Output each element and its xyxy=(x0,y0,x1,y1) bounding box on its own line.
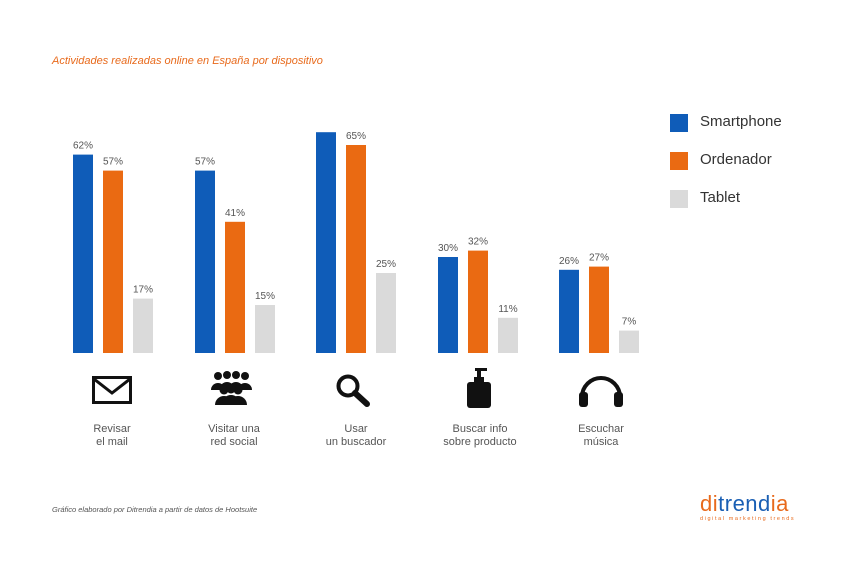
logo-part: trend xyxy=(718,491,771,516)
logo-tagline: digital marketing trends xyxy=(700,516,796,522)
category-label-line1: Revisar xyxy=(93,423,131,435)
category-label-line2: sobre producto xyxy=(443,436,517,448)
legend-swatch-ordenador xyxy=(670,152,688,170)
category-label-search: Usar un buscador xyxy=(296,423,416,449)
value-label-ordenador-social: 41% xyxy=(225,208,245,219)
value-label-ordenador-product: 32% xyxy=(468,237,488,248)
category-label-product: Buscar info sobre producto xyxy=(420,423,540,449)
category-label-line1: Usar xyxy=(344,423,368,435)
category-label-line1: Escuchar xyxy=(578,423,624,435)
bar-ordenador-social xyxy=(225,221,245,353)
category-label-mail: Revisar el mail xyxy=(52,423,172,449)
ditrendia-logo: ditrendia digital marketing trends xyxy=(700,493,796,523)
search-icon xyxy=(336,374,370,407)
value-label-smartphone-social: 57% xyxy=(195,157,215,168)
bar-smartphone-search xyxy=(316,132,336,353)
value-label-ordenador-mail: 57% xyxy=(103,157,123,168)
category-label-line2: un buscador xyxy=(325,436,387,448)
category-label-music: Escuchar música xyxy=(541,423,661,449)
bar-ordenador-product xyxy=(468,250,488,353)
category-label-line1: Buscar info xyxy=(452,423,508,435)
value-label-ordenador-music: 27% xyxy=(589,253,609,264)
bar-tablet-music xyxy=(619,330,639,353)
chart-title: Actividades realizadas online en España … xyxy=(52,55,323,67)
legend-swatch-tablet xyxy=(670,190,688,208)
legend-label-ordenador: Ordenador xyxy=(700,151,772,168)
bar-ordenador-mail xyxy=(103,170,123,353)
value-label-tablet-mail: 17% xyxy=(133,285,153,296)
bar-smartphone-product xyxy=(438,257,458,353)
value-label-tablet-product: 11% xyxy=(498,304,517,315)
bar-smartphone-mail xyxy=(73,154,93,353)
bar-ordenador-music xyxy=(589,266,609,353)
value-label-smartphone-product: 30% xyxy=(438,243,458,254)
value-label-smartphone-mail: 62% xyxy=(73,141,93,152)
bar-tablet-product xyxy=(498,317,518,353)
legend-label-tablet: Tablet xyxy=(700,189,741,206)
legend-swatch-smartphone xyxy=(670,114,688,132)
bar-smartphone-music xyxy=(559,269,579,353)
category-label-social: Visitar una red social xyxy=(174,423,294,449)
value-label-tablet-music: 7% xyxy=(622,317,637,328)
headphones-icon xyxy=(579,376,623,407)
bar-ordenador-search xyxy=(346,145,366,353)
category-label-line2: el mail xyxy=(96,436,128,448)
bar-tablet-mail xyxy=(133,298,153,353)
bar-tablet-social xyxy=(255,305,275,353)
source-footnote: Gráfico elaborado por Ditrendia a partir… xyxy=(52,505,258,514)
bar-tablet-search xyxy=(376,273,396,353)
category-label-line2: música xyxy=(583,436,619,448)
legend-label-smartphone: Smartphone xyxy=(700,113,782,130)
mail-icon xyxy=(92,376,132,404)
value-label-tablet-search: 25% xyxy=(376,259,396,270)
value-label-smartphone-music: 26% xyxy=(559,256,579,267)
logo-wordmark: ditrendia xyxy=(700,493,795,515)
logo-part: di xyxy=(700,491,719,516)
value-label-tablet-social: 15% xyxy=(255,291,275,302)
value-label-ordenador-search: 65% xyxy=(346,131,366,142)
logo-part: ia xyxy=(770,491,789,516)
bar-smartphone-social xyxy=(195,170,215,353)
product-bottle-icon xyxy=(467,368,491,408)
people-icon xyxy=(211,371,252,405)
category-label-line2: red social xyxy=(210,436,258,448)
category-label-line1: Visitar una xyxy=(208,423,260,435)
